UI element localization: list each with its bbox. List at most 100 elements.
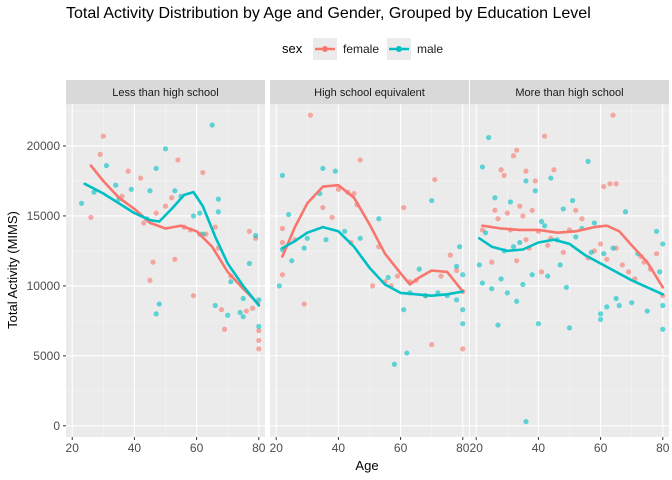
data-point-female [517,203,523,209]
data-point-female [147,277,153,283]
data-point-male [289,258,295,264]
data-point-male [457,244,463,250]
data-point-male [279,172,286,178]
data-point-female [579,216,585,222]
data-point-male [153,311,159,317]
data-point-female [489,259,495,265]
data-point-female [453,267,460,274]
data-point-female [221,326,228,332]
data-point-male [570,197,576,204]
data-point-male [460,307,466,313]
data-point-female [610,112,616,118]
y-tick-label: 15000 [27,209,61,223]
data-point-female [401,204,407,211]
x-tick-label: 40 [332,441,346,455]
data-point-male [535,321,542,327]
data-point-female [560,249,566,255]
data-point-female [249,305,256,311]
data-point-male [486,134,492,141]
data-point-female [175,157,181,163]
data-point-male [212,302,218,309]
data-point-male [591,220,597,226]
data-point-male [162,146,169,152]
data-point-male [301,245,307,251]
data-point-male [172,188,178,194]
data-point-male [225,312,231,318]
smooth-line-female [89,164,261,306]
data-point-male [197,210,203,216]
data-point-female [538,269,545,275]
data-point-male [342,228,348,234]
data-point-male [479,280,486,286]
data-point-male [563,284,569,290]
data-point-male [460,272,466,278]
y-tick-label: 0 [53,419,60,433]
data-point-male [385,274,391,281]
data-point-female [613,181,619,187]
data-point-male [542,223,548,229]
data-point-male [613,295,619,302]
data-point-female [432,176,438,183]
data-point-male [495,322,501,328]
data-point-male [660,302,666,309]
data-point-female [510,153,517,159]
smooth-line-female [281,183,465,293]
data-point-male [507,199,514,205]
data-point-male [103,162,110,169]
data-point-male [404,350,410,356]
data-point-male [492,195,498,201]
data-point-male [357,235,363,241]
data-point-male [113,182,119,188]
data-point-female [370,283,376,289]
smooth-line-male [281,225,465,297]
data-point-female [320,204,326,211]
data-point-male [215,209,221,215]
data-point-male [147,188,153,194]
data-point-female [243,308,249,314]
smooth-line-male [478,237,665,296]
legend-key-dot [322,46,328,52]
data-point-female [653,251,660,257]
facet-panel: More than high school 20 40 60 80 [470,80,670,455]
data-point-male [660,241,666,247]
data-point-female [532,178,538,184]
data-point-male [276,283,282,289]
x-tick-label: 80 [656,441,670,455]
data-point-male [610,245,616,251]
data-point-female [125,168,131,174]
data-point-female [492,207,498,213]
data-point-female [357,157,363,163]
data-point-female [551,167,557,173]
data-point-male [78,200,85,206]
legend-title: sex [282,41,303,56]
data-point-male [601,251,607,257]
data-point-male [629,300,635,306]
data-point-male [622,209,629,215]
data-point-male [256,323,262,330]
data-point-female [307,112,314,118]
data-point-female [256,328,262,334]
data-point-female [88,214,94,220]
data-point-female [246,228,253,234]
data-point-female [597,241,604,247]
data-point-female [604,256,610,262]
y-tick-label: 10000 [27,279,61,293]
x-axis-title: Age [355,458,378,473]
data-point-female [504,210,510,216]
data-point-male [538,218,545,225]
data-point-male [597,316,604,323]
facet-strip [470,80,669,104]
data-point-female [150,259,156,265]
data-point-female [200,169,206,176]
data-point-female [351,190,357,197]
data-point-male [529,272,535,278]
legend-label-male: male [417,42,443,56]
data-point-female [460,346,466,352]
chart-title: Total Activity Distribution by Age and G… [66,5,591,22]
data-point-male [460,321,466,327]
data-point-male [566,325,573,331]
data-point-female [138,175,144,181]
x-tick-label: 80 [456,441,470,455]
data-point-female [542,133,548,139]
